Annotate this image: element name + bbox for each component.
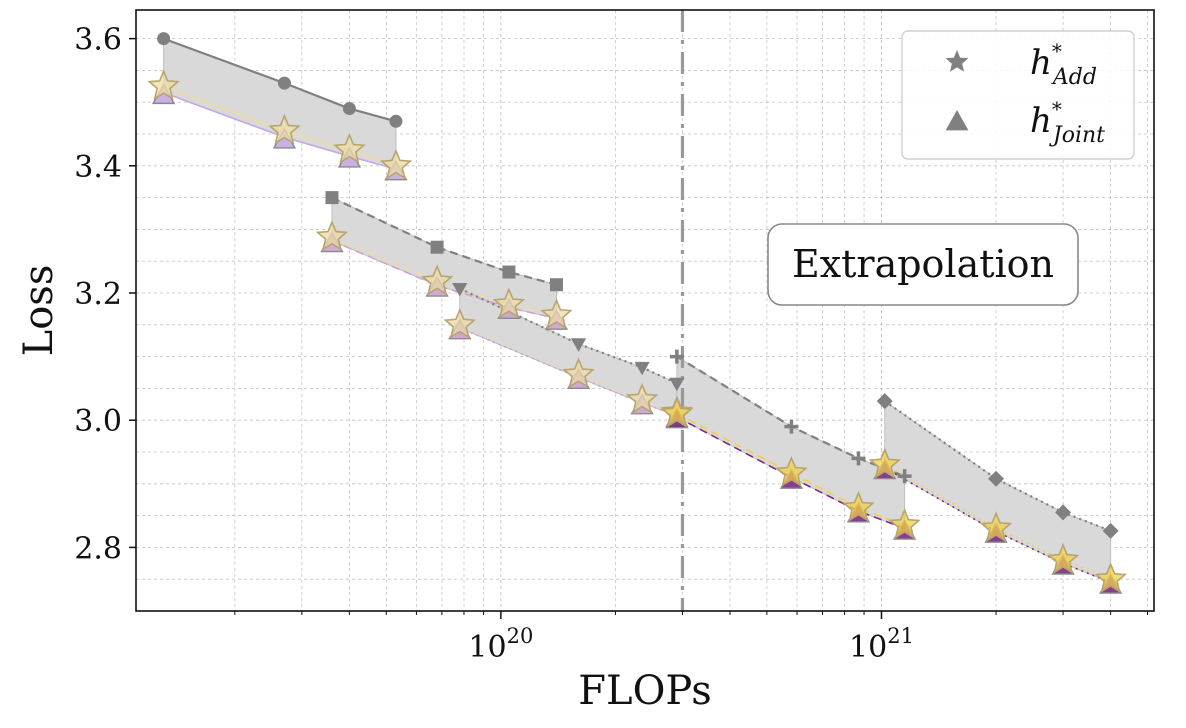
reference-marker-square [549,278,563,292]
plot-frame [135,9,1155,612]
reference-marker-plus [897,469,912,484]
h-add-marker [379,148,413,180]
reference-marker-triangle-down [634,361,650,376]
reference-marker-triangle-down [669,377,685,392]
h-add-marker [775,455,808,487]
reference-marker-diamond [1102,522,1119,539]
legend-triangle-icon [945,110,969,131]
annotation-box [767,223,1079,306]
gap-bands [163,37,1112,584]
reference-line [676,355,905,478]
h-add-marker [315,219,349,251]
reference-marker-circle [389,114,403,128]
h-add-line [331,236,557,317]
h-add-marker [420,264,454,296]
h-add-marker [492,287,526,319]
reference-marker-square [502,265,516,279]
reference-marker-plus [669,349,684,364]
reference-marker-square [430,240,444,254]
h-add-marker [333,132,366,164]
h-add-line [459,324,678,414]
x-axis-title: FLOPs [578,668,711,714]
reference-line [884,400,1112,532]
legend-label: h* Add [1030,39,1097,90]
h-joint-line [163,91,397,170]
h-add-marker [888,507,921,539]
h-add-marker [625,382,659,414]
h-add-marker [443,307,477,339]
reference-marker-circle [342,102,356,116]
h-joint-line [331,240,557,320]
h-add-marker [147,69,180,101]
x-tick-label: 1021 [849,624,914,665]
reference-marker-plus [784,419,799,434]
reference-marker-diamond [876,393,893,410]
y-tick-label: 3.0 [74,404,122,439]
annotation-text: Extrapolation [792,242,1054,286]
h-add-marker [979,511,1013,543]
series-lines [163,37,1112,584]
reference-marker-plus [851,451,866,466]
y-tick-label: 3.4 [74,150,122,185]
reference-marker-circle [277,76,291,90]
series-markers [147,32,1127,594]
reference-marker-diamond [988,470,1005,487]
reference-marker-diamond [1055,504,1072,521]
y-axis-title: Loss [16,265,62,357]
x-tick-label: 1020 [468,624,533,665]
h-add-marker [842,490,875,522]
legend-label: h* Joint [1030,97,1105,148]
h-joint-line [459,327,678,417]
reference-marker-triangle-down [452,282,468,297]
legend: h* Add h* Joint [901,30,1135,160]
h-add-marker [540,298,573,330]
h-add-marker [868,447,901,479]
axis-ticks: 2.8 3.0 3.2 3.4 3.6 1020 1021 [74,23,1149,665]
y-tick-label: 3.6 [74,23,122,58]
gap-band [163,37,397,170]
legend-star-icon [945,50,969,72]
h-add-marker [268,113,301,145]
reference-line [331,196,557,286]
y-tick-label: 2.8 [74,531,122,566]
h-add-marker [660,396,694,428]
h-add-marker [1046,542,1080,574]
reference-marker-triangle-down [570,338,587,352]
extrapolation-annotation: Extrapolation [767,223,1079,306]
h-add-marker [562,357,595,389]
h-add-line [163,85,397,167]
y-tick-label: 3.2 [74,277,122,312]
reference-marker-circle [157,32,171,46]
reference-line [459,287,678,385]
reference-marker-square [325,191,339,205]
reference-line [163,37,397,123]
h-add-marker [1094,562,1127,593]
